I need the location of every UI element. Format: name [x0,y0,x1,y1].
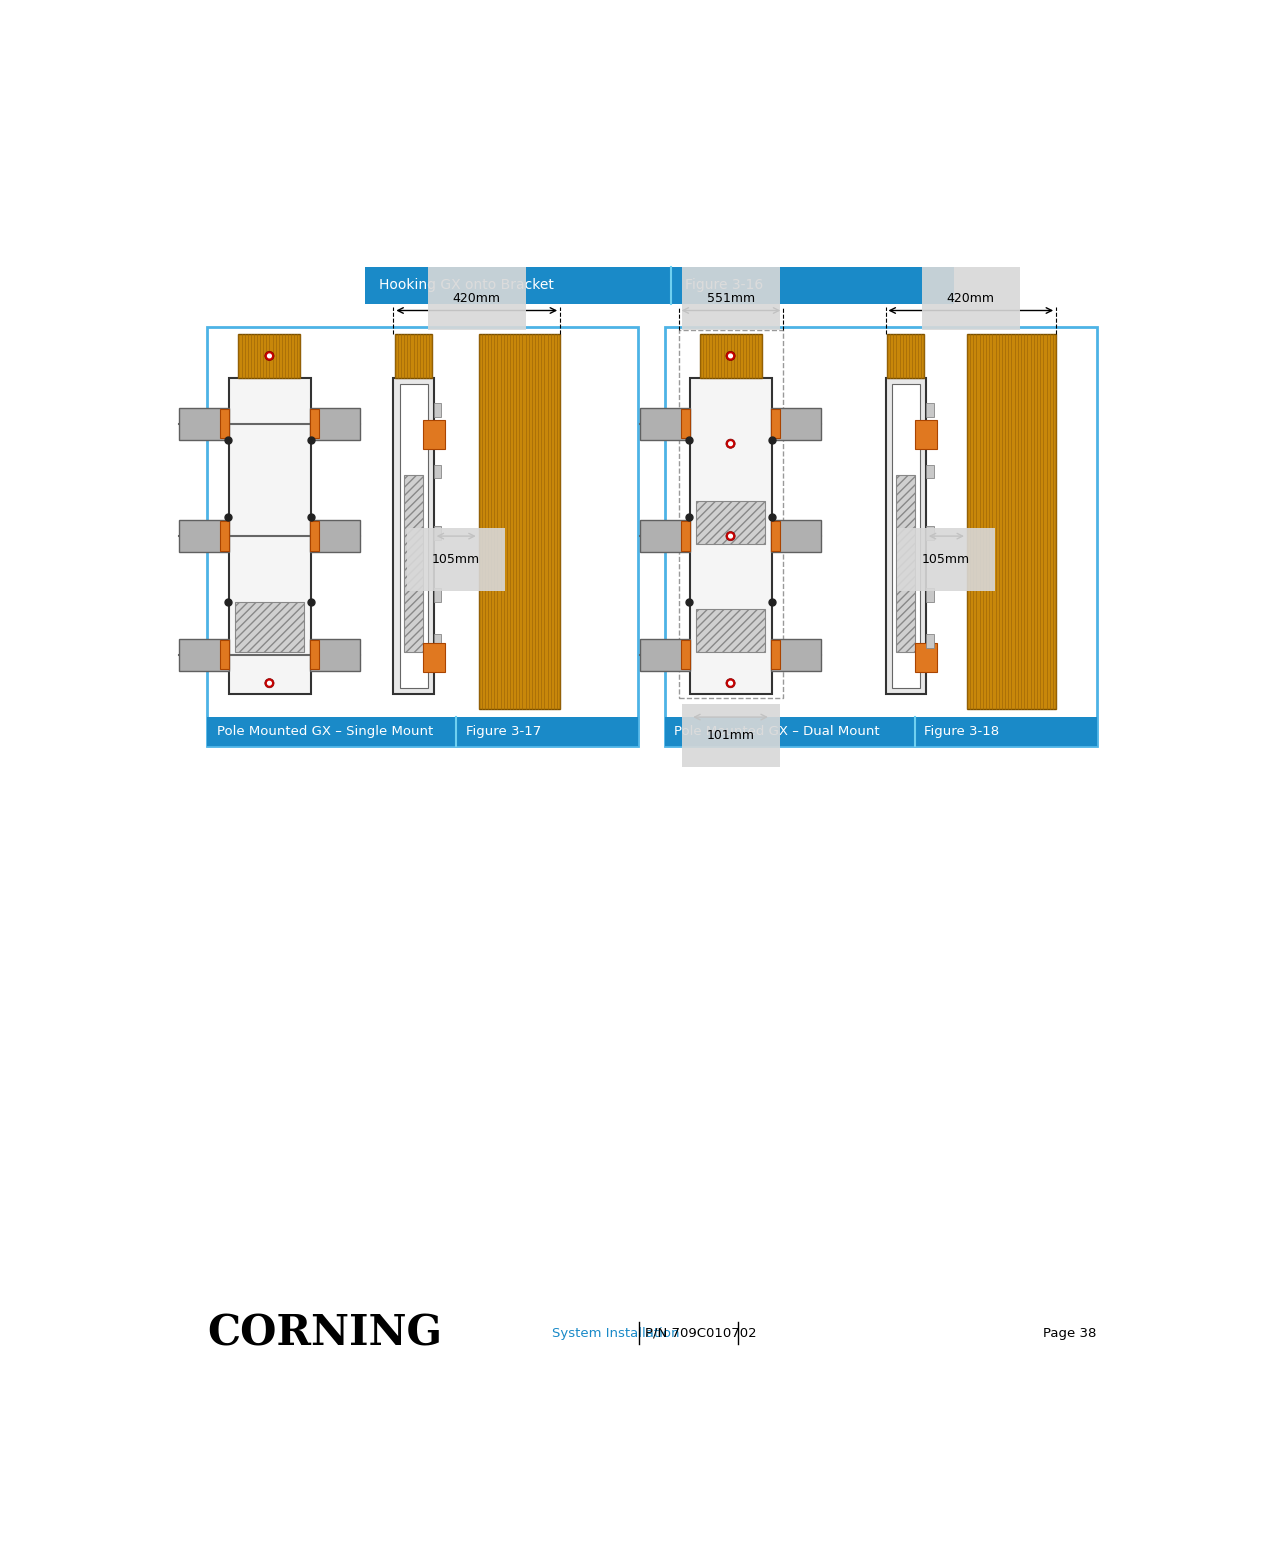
Bar [771,520,821,553]
Bar [681,639,690,669]
Bar [681,522,690,551]
Circle shape [725,531,736,540]
Bar [219,522,230,551]
Text: 420mm: 420mm [947,293,995,305]
Bar [434,526,441,540]
Bar [696,502,765,543]
Bar [926,464,933,478]
Bar [681,409,690,438]
Bar [886,378,926,694]
Bar [230,378,311,694]
Text: 551mm: 551mm [706,293,755,305]
Bar [664,717,915,746]
Bar [915,642,937,672]
Bar [926,633,933,647]
Bar [664,327,1096,746]
Bar [236,602,305,652]
Bar [208,327,638,746]
Circle shape [729,354,732,358]
Bar [640,520,690,553]
Bar [208,717,456,746]
Bar [310,407,360,440]
Text: 420mm: 420mm [453,293,501,305]
Circle shape [265,351,274,361]
Bar [179,407,230,440]
Bar [478,334,560,709]
Text: Figure 3-16: Figure 3-16 [685,279,764,293]
Bar [434,464,441,478]
Bar [238,334,301,378]
Text: 105mm: 105mm [432,553,481,567]
Text: Hooking GX onto Bracket: Hooking GX onto Bracket [379,279,553,293]
Bar [926,526,933,540]
Bar [179,520,230,553]
Bar [771,639,780,669]
Bar [310,639,319,669]
Bar [771,522,780,551]
Bar [219,639,230,669]
Circle shape [729,441,732,446]
Text: 105mm: 105mm [922,553,970,567]
Text: Figure 3-18: Figure 3-18 [924,724,1000,738]
Circle shape [725,440,736,449]
Text: 101mm: 101mm [706,729,755,741]
Text: P/N 709C010702: P/N 709C010702 [645,1327,757,1339]
Bar [915,420,937,449]
Bar [434,402,441,416]
Bar [640,407,690,440]
Bar [678,330,783,698]
Bar [640,638,690,670]
Bar [966,334,1056,709]
Bar [310,522,319,551]
Bar [696,610,765,652]
Text: Figure 3-17: Figure 3-17 [465,724,541,738]
Text: Page 38: Page 38 [1043,1327,1096,1339]
Bar [404,475,423,652]
Bar [887,334,924,378]
Circle shape [729,534,732,539]
Text: Pole Mounted GX – Dual Mount: Pole Mounted GX – Dual Mount [674,724,880,738]
Bar [219,409,230,438]
Bar [179,638,230,670]
Circle shape [725,351,736,361]
Circle shape [265,678,274,687]
Bar [915,717,1096,746]
Bar [365,266,954,303]
Text: CORNING: CORNING [208,1313,442,1354]
Bar [423,420,445,449]
Circle shape [725,678,736,687]
Bar [926,402,933,416]
Circle shape [729,681,732,686]
Bar [771,409,780,438]
Text: Pole Mounted GX – Single Mount: Pole Mounted GX – Single Mount [217,724,434,738]
Bar [310,409,319,438]
Circle shape [268,681,272,686]
Bar [395,334,432,378]
Bar [700,334,761,378]
Bar [896,475,915,652]
Bar [399,384,427,687]
Bar [456,717,638,746]
Circle shape [268,354,272,358]
Bar [310,520,360,553]
Bar [434,633,441,647]
Bar [690,378,771,694]
Text: System Installation: System Installation [552,1327,680,1339]
Bar [423,642,445,672]
Bar [434,588,441,602]
Bar [771,407,821,440]
Bar [926,588,933,602]
Bar [771,638,821,670]
Bar [394,378,434,694]
Bar [310,638,360,670]
Bar [891,384,919,687]
